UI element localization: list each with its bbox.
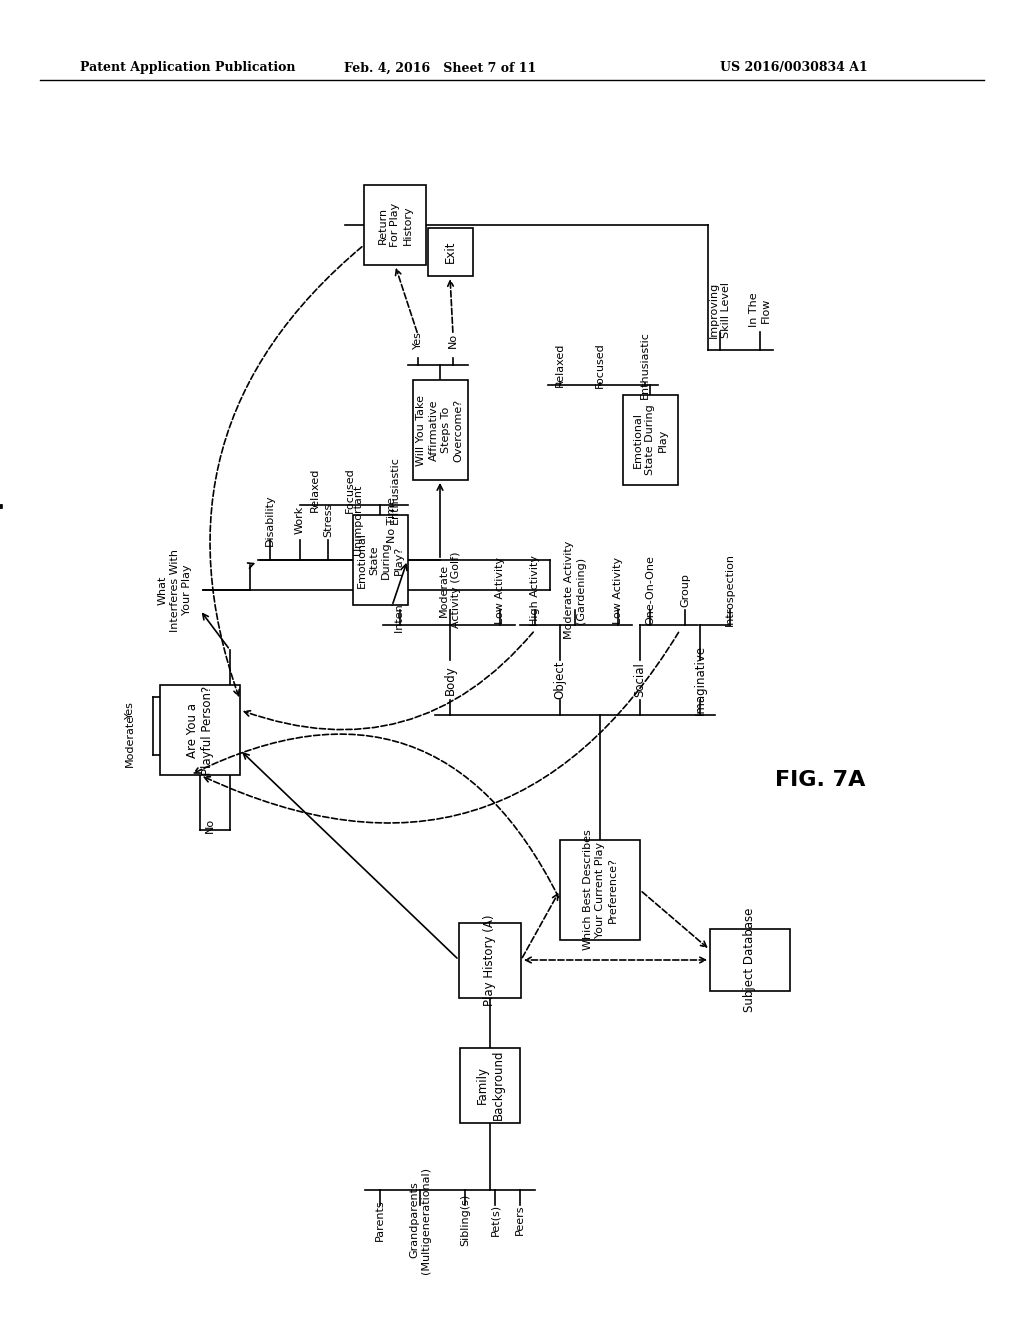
Bar <box>560 840 640 940</box>
Text: Will You Take
Affirmative
Steps To
Overcome?: Will You Take Affirmative Steps To Overc… <box>417 395 464 466</box>
Text: Peers: Peers <box>515 1205 525 1236</box>
Text: Intense Activity: Intense Activity <box>395 546 406 634</box>
Text: One-On-One: One-On-One <box>645 556 655 624</box>
Text: Enthusiastic: Enthusiastic <box>640 331 650 399</box>
Text: Work: Work <box>295 506 305 535</box>
Text: Family
Background: Family Background <box>475 1049 505 1121</box>
Text: Exit: Exit <box>443 240 457 263</box>
Text: No: No <box>449 333 458 347</box>
Text: Group: Group <box>680 573 690 607</box>
Text: Return
For Play
History: Return For Play History <box>378 203 413 247</box>
Text: Grandparents
(Multigenerational): Grandparents (Multigenerational) <box>410 1167 431 1274</box>
Text: Are You a
Playful Person?: Are You a Playful Person? <box>185 685 214 775</box>
Text: FIG. 7A: FIG. 7A <box>775 770 865 789</box>
Text: Social: Social <box>634 663 646 697</box>
Text: In The
Flow: In The Flow <box>749 293 771 327</box>
Text: What
Interferes With
Your Play: What Interferes With Your Play <box>158 549 193 631</box>
Bar <box>160 685 240 775</box>
Text: No: No <box>205 817 215 833</box>
Bar <box>459 923 521 998</box>
Text: Moderate Activity
(Gardening): Moderate Activity (Gardening) <box>564 541 586 639</box>
Text: Play History (A): Play History (A) <box>483 915 497 1006</box>
Bar <box>413 380 468 480</box>
Text: Focused: Focused <box>345 467 355 513</box>
Bar <box>710 929 790 991</box>
Text: Patent Application Publication: Patent Application Publication <box>80 62 296 74</box>
Text: Stress: Stress <box>323 503 333 537</box>
Text: Disability: Disability <box>265 494 275 545</box>
Text: Feb. 4, 2016   Sheet 7 of 11: Feb. 4, 2016 Sheet 7 of 11 <box>344 62 537 74</box>
Text: Parents: Parents <box>375 1199 385 1241</box>
Text: Which Best Describes
Your Current Play
Preference?: Which Best Describes Your Current Play P… <box>583 830 617 950</box>
Text: Moderate: Moderate <box>125 713 135 767</box>
Text: Improving
Skill Level: Improving Skill Level <box>709 282 731 338</box>
Text: Yes: Yes <box>125 701 135 719</box>
Text: Moderate
Activity (Golf): Moderate Activity (Golf) <box>439 552 461 628</box>
Bar <box>460 1048 520 1122</box>
Text: Yes: Yes <box>413 331 423 348</box>
Text: Subject Database: Subject Database <box>743 908 757 1012</box>
Text: Enthusiastic: Enthusiastic <box>390 457 400 524</box>
Bar <box>623 395 678 484</box>
Text: Focused: Focused <box>595 342 605 388</box>
Text: Low Activity: Low Activity <box>495 557 505 623</box>
Text: US 2016/0030834 A1: US 2016/0030834 A1 <box>720 62 867 74</box>
Text: No Time: No Time <box>387 498 397 543</box>
Text: Emotional
State
During
Play?: Emotional State During Play? <box>356 532 403 587</box>
Text: Relaxed: Relaxed <box>310 467 319 512</box>
Bar <box>352 515 408 605</box>
Text: Sibling(s): Sibling(s) <box>460 1193 470 1246</box>
Bar <box>364 185 426 265</box>
Text: Imaginative: Imaginative <box>693 645 707 715</box>
Text: Object: Object <box>554 661 566 700</box>
Text: Introspection: Introspection <box>725 553 735 627</box>
Text: Low Activity: Low Activity <box>613 557 623 623</box>
Text: Emotional
State During
Play: Emotional State During Play <box>633 405 668 475</box>
Text: Unimportant: Unimportant <box>353 484 362 556</box>
Text: Body: Body <box>443 665 457 694</box>
Text: Pet(s): Pet(s) <box>490 1204 500 1236</box>
Text: High Activity: High Activity <box>530 554 540 626</box>
Bar <box>427 228 472 276</box>
Text: Relaxed: Relaxed <box>555 343 565 387</box>
